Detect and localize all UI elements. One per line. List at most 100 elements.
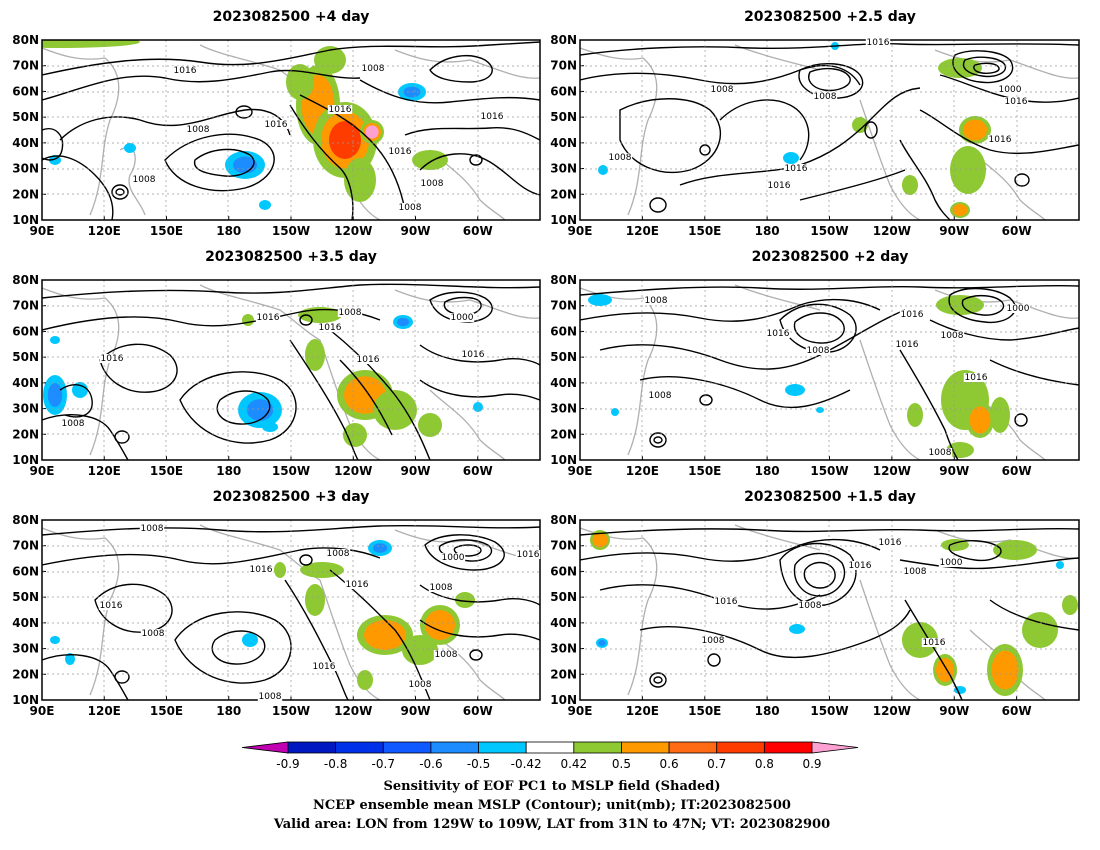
- positive-sensitivity-area: [1062, 595, 1078, 615]
- colorbar-label: -0.7: [372, 757, 395, 771]
- colorbar-label: 0.9: [802, 757, 821, 771]
- pressure-contours: [42, 41, 540, 220]
- lat-tick-label: 50N: [550, 110, 577, 124]
- lon-tick-label: 90E: [568, 704, 593, 718]
- panel-frame: [41, 519, 541, 701]
- lat-tick-label: 70N: [12, 299, 39, 313]
- lon-tick-label: 120E: [626, 464, 659, 478]
- colorbar-label: -0.9: [276, 757, 299, 771]
- positive-sensitivity-area: [455, 592, 475, 608]
- contour-label-bg: [812, 92, 838, 101]
- positive-sensitivity-area: [852, 117, 868, 133]
- negative-sensitivity-area: [816, 407, 824, 413]
- lon-ticks: 90E 120E 150E 180 150W 120W 90W 60W: [568, 456, 1032, 478]
- negative-sensitivity-area: [611, 408, 619, 416]
- contour-label-bg: [902, 567, 928, 576]
- positive-sensitivity-core: [425, 610, 455, 640]
- contour-label-bg: [997, 85, 1023, 94]
- contour-label: 1016: [1005, 97, 1028, 107]
- contour-label: 1016: [481, 112, 504, 122]
- lon-tick-label: 150W: [810, 464, 848, 478]
- colorbar-swatch: [716, 741, 765, 754]
- colorbar-swatch: [573, 741, 622, 754]
- lat-tick-label: 60N: [550, 84, 577, 98]
- lat-tick-label: 20N: [12, 667, 39, 681]
- lat-tick-label: 60N: [12, 564, 39, 578]
- contour-label-bg: [765, 329, 791, 338]
- contour-label: 1016: [896, 340, 919, 350]
- contour-label-bg: [263, 120, 289, 129]
- positive-sensitivity-area: [418, 413, 442, 437]
- footer-line-2: NCEP ensemble mean MSLP (Contour); unit(…: [313, 798, 791, 813]
- negative-sensitivity-area: [65, 653, 75, 665]
- contour-label: 1016: [867, 38, 890, 48]
- contour-label-bg: [607, 153, 633, 162]
- footer-line-1: Sensitivity of EOF PC1 to MSLP field (Sh…: [383, 779, 720, 794]
- contour-label: 1008: [645, 296, 668, 306]
- lat-tick-label: 50N: [550, 590, 577, 604]
- lat-tick-label: 80N: [12, 513, 39, 527]
- contour-label: 1016: [313, 662, 336, 672]
- contour-label: 1008: [609, 153, 632, 163]
- lon-tick-label: 90E: [568, 224, 593, 238]
- lon-tick-label: 120W: [873, 224, 911, 238]
- positive-sensitivity-core: [963, 119, 987, 141]
- positive-sensitivity-core: [329, 121, 361, 159]
- negative-sensitivity-core: [47, 383, 63, 407]
- positive-sensitivity-area: [950, 146, 986, 194]
- contour-label: 1008: [941, 331, 964, 341]
- contour-label: 1016: [346, 580, 369, 590]
- positive-sensitivity-core: [592, 532, 608, 548]
- lat-ticks: 80N 70N 60N 50N 40N 30N 20N 10N: [550, 513, 584, 707]
- lat-tick-label: 30N: [550, 402, 577, 416]
- lon-tick-label: 150E: [688, 464, 721, 478]
- lon-tick-label: 60W: [463, 224, 493, 238]
- contour-label: 1008: [399, 203, 422, 213]
- panel-frame: [579, 39, 1080, 221]
- contour-label: 1008: [929, 448, 952, 458]
- contour-label-bg: [643, 296, 669, 305]
- contour-label: 1016: [965, 373, 988, 383]
- contour-label: 1016: [785, 164, 808, 174]
- contour-label: 1016: [923, 638, 946, 648]
- colorbar: -0.9 -0.8 -0.7 -0.6 -0.5 -0.42 0.42 0.5 0.6 0.7 0.…: [241, 741, 859, 771]
- lat-tick-label: 20N: [550, 667, 577, 681]
- contour-label-bg: [344, 580, 370, 589]
- colorbar-swatch: [621, 741, 670, 754]
- negative-sensitivity-area: [588, 294, 612, 306]
- pressure-contours: [42, 524, 540, 700]
- negative-sensitivity-area: [50, 636, 60, 644]
- panel-plus1-5-day: 2023082500 +1.5 day: [550, 489, 1080, 718]
- panel-plus3-day: 2023082500 +3 day: [12, 489, 541, 718]
- colorbar-swatch: [335, 741, 384, 754]
- lat-tick-label: 60N: [550, 564, 577, 578]
- contour-label: 1008: [649, 391, 672, 401]
- negative-sensitivity-area: [259, 200, 271, 210]
- positive-sensitivity-area: [274, 562, 286, 578]
- panel-frame: [579, 279, 1080, 461]
- contour-label: 1016: [357, 355, 380, 365]
- lat-tick-label: 10N: [550, 213, 577, 227]
- lat-gridlines: [580, 520, 1079, 700]
- lon-tick-label: 150W: [810, 224, 848, 238]
- lon-tick-label: 150E: [688, 224, 721, 238]
- lat-tick-label: 20N: [12, 187, 39, 201]
- contour-label-bg: [797, 601, 823, 610]
- contour-label: 1016: [329, 105, 352, 115]
- positive-sensitivity-area: [990, 397, 1010, 433]
- lon-tick-label: 90E: [30, 464, 55, 478]
- positive-sensitivity-area: [344, 158, 376, 202]
- lat-ticks: 80N 70N 60N 50N 40N 30N 20N 10N: [550, 273, 584, 467]
- lat-tick-label: 80N: [12, 273, 39, 287]
- contour-label-bg: [311, 662, 337, 671]
- lat-tick-label: 70N: [12, 539, 39, 553]
- lon-tick-label: 60W: [1002, 704, 1032, 718]
- colorbar-label: -0.8: [324, 757, 347, 771]
- contour-label-bg: [987, 135, 1013, 144]
- lat-tick-label: 20N: [12, 427, 39, 441]
- positive-sensitivity-area: [42, 40, 140, 48]
- positive-sensitivity-area: [343, 423, 367, 447]
- contour-label-bg: [1005, 304, 1031, 313]
- lat-tick-label: 50N: [12, 110, 39, 124]
- contour-label-bg: [327, 105, 353, 114]
